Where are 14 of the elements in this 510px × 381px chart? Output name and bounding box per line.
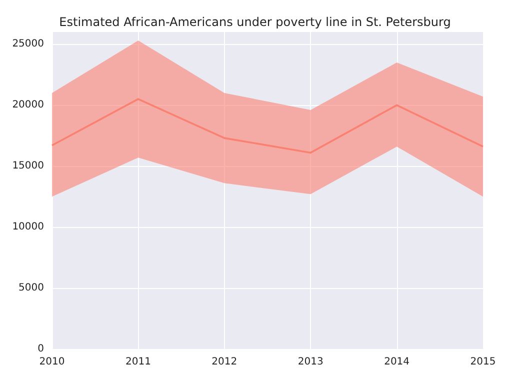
y-tick-label: 0: [38, 344, 44, 354]
y-tick-label: 15000: [12, 160, 44, 172]
y-tick-label: 25000: [12, 38, 44, 50]
y-tick-label: 10000: [12, 222, 44, 233]
x-tick-label: 2014: [384, 356, 410, 368]
line-series: [51, 98, 484, 154]
y-tick-label: 5000: [18, 282, 44, 294]
y-tick-label: 20000: [12, 100, 44, 111]
x-tick-label: 2015: [470, 356, 496, 368]
x-tick-label: 2010: [39, 356, 65, 368]
x-tick-label: 2011: [125, 356, 151, 368]
chart-title: Estimated African-Americans under poverty line in St. Petersburg: [59, 15, 451, 29]
x-tick-label: 2012: [212, 356, 238, 368]
x-tick-label: 2013: [298, 356, 324, 368]
